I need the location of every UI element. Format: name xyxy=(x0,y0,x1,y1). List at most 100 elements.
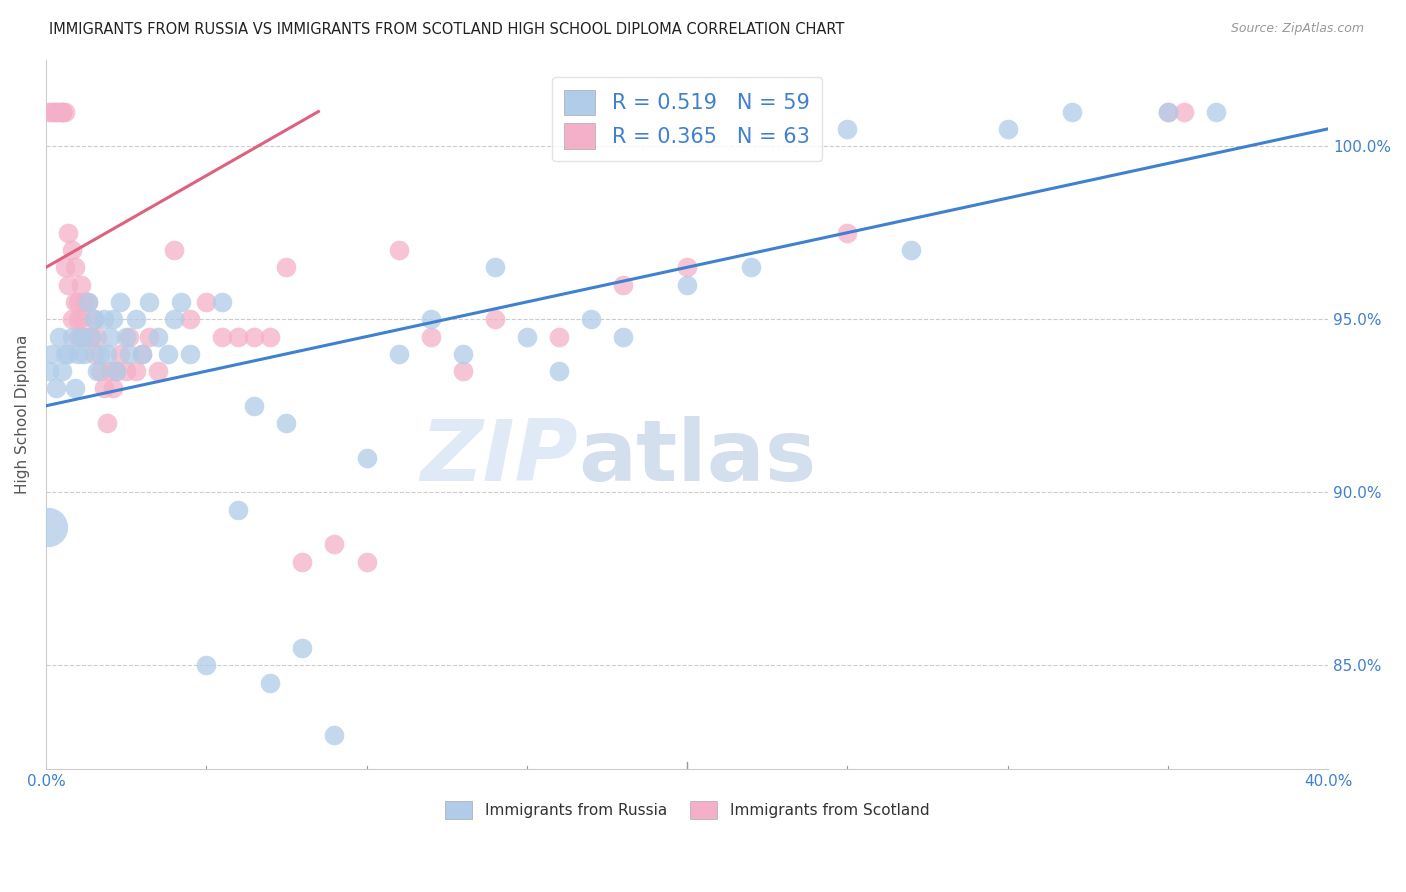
Point xyxy=(51,104,73,119)
Point xyxy=(70,312,93,326)
Point xyxy=(76,329,98,343)
Point xyxy=(45,104,67,119)
Text: ZIP: ZIP xyxy=(420,416,578,499)
Point xyxy=(291,555,314,569)
Point xyxy=(156,347,179,361)
Point xyxy=(451,347,474,361)
Point xyxy=(579,312,602,326)
Point xyxy=(163,243,186,257)
Point xyxy=(276,416,298,430)
Point xyxy=(105,364,128,378)
Point xyxy=(243,329,266,343)
Point xyxy=(243,399,266,413)
Point xyxy=(451,364,474,378)
Point xyxy=(547,329,569,343)
Point xyxy=(53,104,76,119)
Point xyxy=(419,312,441,326)
Point xyxy=(291,641,314,656)
Point xyxy=(60,329,83,343)
Point xyxy=(179,312,201,326)
Point xyxy=(38,104,60,119)
Point xyxy=(60,312,83,326)
Point xyxy=(131,347,153,361)
Point xyxy=(195,658,218,673)
Point xyxy=(740,260,762,275)
Text: IMMIGRANTS FROM RUSSIA VS IMMIGRANTS FROM SCOTLAND HIGH SCHOOL DIPLOMA CORRELATI: IMMIGRANTS FROM RUSSIA VS IMMIGRANTS FRO… xyxy=(49,22,845,37)
Point xyxy=(387,347,409,361)
Point xyxy=(53,347,76,361)
Point xyxy=(105,364,128,378)
Point xyxy=(1173,104,1195,119)
Point xyxy=(37,520,59,534)
Point xyxy=(45,382,67,396)
Point xyxy=(96,416,118,430)
Point xyxy=(387,243,409,257)
Point xyxy=(41,104,63,119)
Point xyxy=(83,312,105,326)
Point xyxy=(146,329,169,343)
Point xyxy=(837,121,859,136)
Point xyxy=(45,104,67,119)
Point xyxy=(1333,104,1355,119)
Point xyxy=(60,243,83,257)
Point xyxy=(163,312,186,326)
Point xyxy=(195,294,218,309)
Point xyxy=(66,347,89,361)
Point xyxy=(676,260,699,275)
Text: atlas: atlas xyxy=(578,416,817,499)
Point xyxy=(93,382,115,396)
Point xyxy=(41,347,63,361)
Text: Source: ZipAtlas.com: Source: ZipAtlas.com xyxy=(1230,22,1364,36)
Point xyxy=(76,294,98,309)
Point xyxy=(73,329,96,343)
Point xyxy=(131,347,153,361)
Point xyxy=(83,312,105,326)
Point xyxy=(1060,104,1083,119)
Point xyxy=(80,329,103,343)
Point xyxy=(73,347,96,361)
Point xyxy=(1157,104,1180,119)
Point xyxy=(484,312,506,326)
Point xyxy=(103,382,125,396)
Point xyxy=(98,364,121,378)
Point xyxy=(484,260,506,275)
Point xyxy=(103,312,125,326)
Point xyxy=(226,329,249,343)
Point xyxy=(83,347,105,361)
Point xyxy=(66,312,89,326)
Y-axis label: High School Diploma: High School Diploma xyxy=(15,334,30,494)
Point xyxy=(66,329,89,343)
Point xyxy=(356,450,378,465)
Point xyxy=(259,329,281,343)
Point xyxy=(38,364,60,378)
Point xyxy=(118,329,141,343)
Point xyxy=(58,226,80,240)
Point xyxy=(169,294,191,309)
Point xyxy=(837,226,859,240)
Point xyxy=(63,382,86,396)
Point xyxy=(51,104,73,119)
Point xyxy=(58,347,80,361)
Point xyxy=(1205,104,1227,119)
Point xyxy=(115,329,138,343)
Point xyxy=(900,243,922,257)
Point xyxy=(138,294,160,309)
Point xyxy=(259,675,281,690)
Point xyxy=(86,364,108,378)
Point xyxy=(226,502,249,516)
Point xyxy=(76,294,98,309)
Point xyxy=(276,260,298,275)
Point xyxy=(179,347,201,361)
Point xyxy=(51,104,73,119)
Point xyxy=(419,329,441,343)
Legend: Immigrants from Russia, Immigrants from Scotland: Immigrants from Russia, Immigrants from … xyxy=(439,795,935,825)
Point xyxy=(48,329,70,343)
Point xyxy=(80,329,103,343)
Point xyxy=(93,312,115,326)
Point xyxy=(997,121,1019,136)
Point xyxy=(89,347,111,361)
Point xyxy=(516,329,538,343)
Point xyxy=(89,364,111,378)
Point xyxy=(211,329,233,343)
Point xyxy=(53,260,76,275)
